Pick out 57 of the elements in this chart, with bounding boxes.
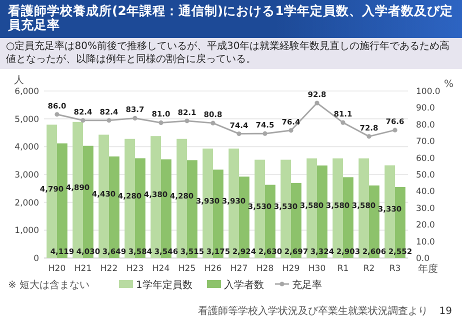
x-tick-label: H20 bbox=[48, 264, 66, 274]
y2-tick-label: 30.0 bbox=[416, 204, 435, 214]
x-tick-label: H28 bbox=[256, 264, 274, 274]
y2-tick-label: 0.0 bbox=[416, 254, 430, 264]
y-tick-label: 0 bbox=[34, 254, 39, 264]
chart-title: 看護師学校養成所(2年課程：通信制)における1学年定員数、入学者数及び定員充足率 bbox=[0, 0, 462, 38]
y-axis-title: 人 bbox=[14, 75, 24, 86]
y2-tick-label: 60.0 bbox=[416, 154, 435, 164]
x-tick-label: H22 bbox=[100, 264, 118, 274]
point bbox=[132, 116, 138, 121]
y2-tick-label: 40.0 bbox=[416, 187, 435, 198]
x-tick-label: H27 bbox=[230, 264, 248, 274]
y2-tick-label: 50.0 bbox=[416, 170, 435, 180]
x-tick-label: H23 bbox=[126, 264, 144, 274]
point bbox=[210, 120, 216, 126]
point bbox=[80, 118, 86, 123]
text: 看護師等学校入学状況及び卒業生就業状況調査より bbox=[198, 305, 428, 317]
point bbox=[314, 100, 320, 106]
point bbox=[184, 118, 190, 124]
y2-tick-label: 90.0 bbox=[416, 104, 435, 114]
y2-tick-label: 100.0 bbox=[416, 87, 440, 97]
x-axis-title: 年度 bbox=[418, 263, 438, 275]
point bbox=[392, 128, 398, 132]
y2-tick-label: 10.0 bbox=[416, 237, 435, 248]
y-tick-label: 1,000 bbox=[14, 226, 39, 236]
x-tick-label: R1 bbox=[337, 264, 349, 274]
x-tick-label: H24 bbox=[152, 264, 170, 274]
x-tick-label: H21 bbox=[74, 264, 92, 274]
point bbox=[288, 128, 294, 133]
text: ※ 短大は含まない bbox=[8, 279, 90, 291]
text: 19 bbox=[439, 306, 452, 317]
legend-label: 入学者数 bbox=[224, 279, 264, 291]
legend-label: 1学年定員数 bbox=[136, 279, 192, 291]
x-tick-label: H30 bbox=[308, 264, 326, 274]
point bbox=[54, 112, 60, 117]
y-tick-label: 6,000 bbox=[14, 87, 39, 97]
x-tick-label: R2 bbox=[363, 264, 375, 274]
y-tick-label: 4,000 bbox=[14, 142, 39, 153]
x-tick-label: H25 bbox=[178, 264, 196, 274]
y2-axis-title: % bbox=[444, 79, 454, 90]
point bbox=[158, 120, 164, 126]
y2-tick-label: 80.0 bbox=[416, 120, 435, 130]
point bbox=[106, 118, 112, 123]
x-tick-label: H26 bbox=[204, 264, 222, 274]
y-tick-label: 3,000 bbox=[14, 170, 39, 180]
y2-tick-label: 20.0 bbox=[416, 220, 435, 231]
legend-label: 充足率 bbox=[292, 279, 322, 291]
y2-tick-label: 70.0 bbox=[416, 137, 435, 148]
point bbox=[262, 131, 268, 136]
x-tick-label: H29 bbox=[282, 264, 300, 274]
y-tick-label: 5,000 bbox=[14, 114, 39, 125]
point bbox=[366, 134, 372, 139]
x-tick-label: R3 bbox=[389, 264, 401, 274]
chart-subtitle: ○定員充足率は80%前後で推移しているが、平成30年は就業経験年数見直しの施行年であるため高値となったが、以降は例年と同様の割合に戻っている。 bbox=[0, 38, 462, 69]
point bbox=[236, 131, 242, 136]
point bbox=[340, 120, 346, 125]
y-tick-label: 2,000 bbox=[14, 198, 39, 208]
